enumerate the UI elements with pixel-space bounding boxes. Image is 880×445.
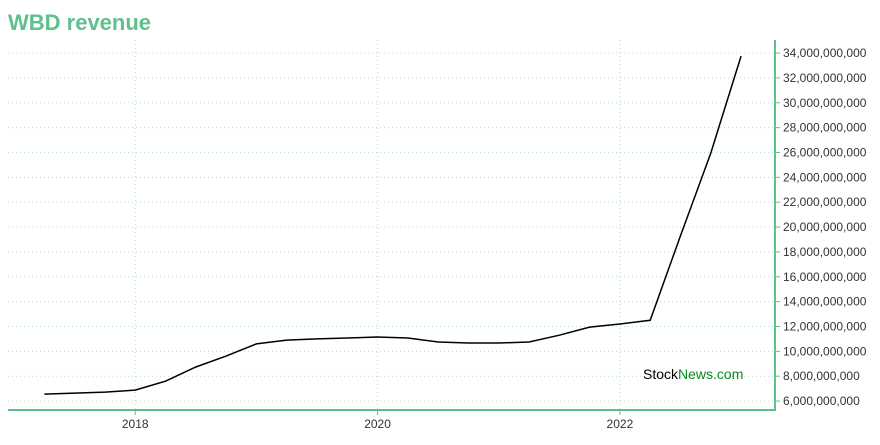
y-tick-label: 20,000,000,000 bbox=[783, 220, 867, 234]
y-tick-label: 16,000,000,000 bbox=[783, 270, 867, 284]
y-tick-label: 18,000,000,000 bbox=[783, 245, 867, 259]
watermark-first: Stock bbox=[643, 366, 679, 382]
x-tick-label: 2018 bbox=[122, 417, 149, 431]
y-tick-label: 8,000,000,000 bbox=[783, 369, 860, 383]
y-tick-label: 14,000,000,000 bbox=[783, 295, 867, 309]
y-tick-label: 26,000,000,000 bbox=[783, 145, 867, 159]
watermark: StockNews.com bbox=[643, 366, 743, 382]
line bbox=[44, 55, 742, 395]
watermark-second: News.com bbox=[678, 366, 743, 382]
y-tick-label: 10,000,000,000 bbox=[783, 344, 867, 358]
y-tick-label: 30,000,000,000 bbox=[783, 96, 867, 110]
y-tick-label: 28,000,000,000 bbox=[783, 121, 867, 135]
x-tick-label: 2022 bbox=[607, 417, 634, 431]
x-tick-label: 2020 bbox=[364, 417, 391, 431]
y-tick-label: 22,000,000,000 bbox=[783, 195, 867, 209]
y-tick-label: 6,000,000,000 bbox=[783, 394, 860, 408]
y-tick-label: 34,000,000,000 bbox=[783, 46, 867, 60]
y-tick-label: 24,000,000,000 bbox=[783, 170, 867, 184]
y-tick-label: 32,000,000,000 bbox=[783, 71, 867, 85]
y-tick-label: 12,000,000,000 bbox=[783, 319, 867, 333]
chart-title: WBD revenue bbox=[8, 10, 151, 35]
